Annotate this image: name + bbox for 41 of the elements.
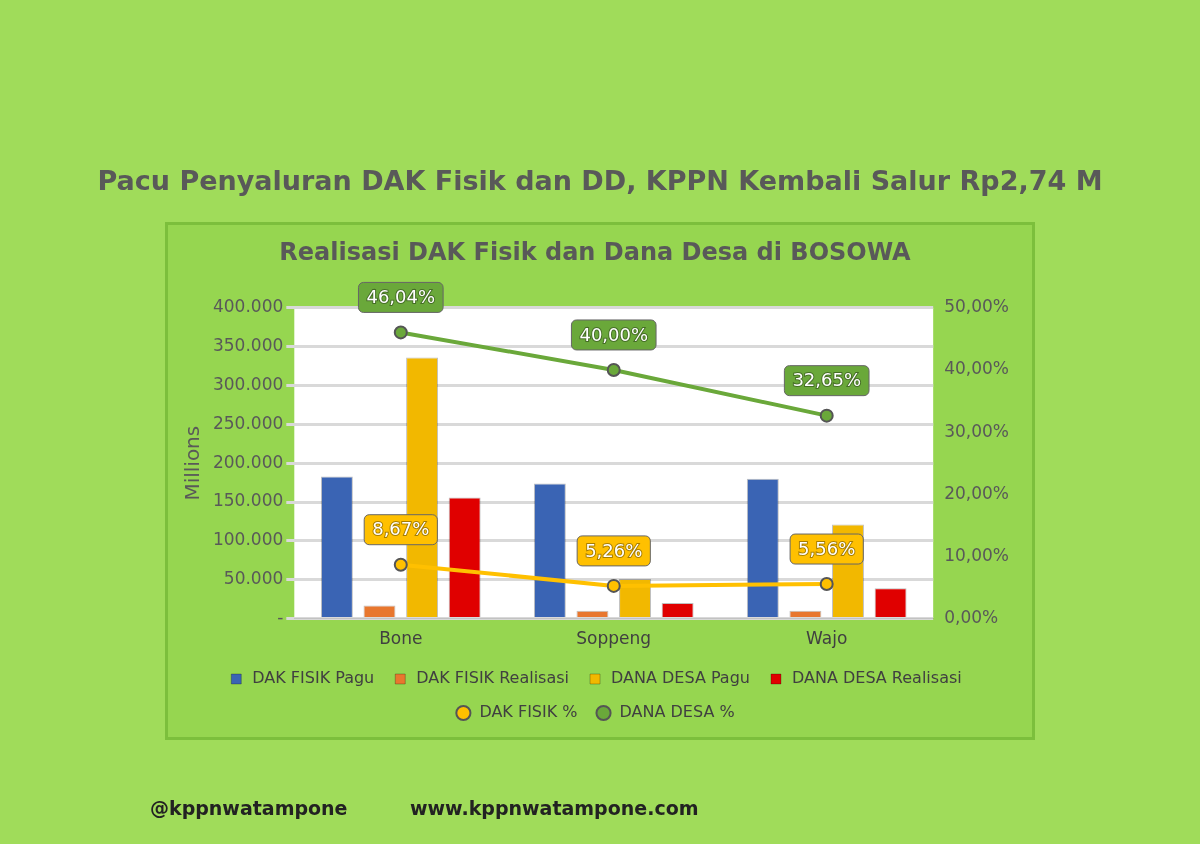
chart-subtitle: Realisasi DAK Fisik dan Dana Desa di BOSOWA bbox=[279, 237, 912, 266]
point bbox=[819, 577, 834, 592]
y2-tick-label: 40,00% bbox=[944, 358, 1010, 379]
text: @kppnwatampone bbox=[150, 797, 348, 819]
data-label: 5,26% bbox=[585, 539, 643, 561]
point bbox=[606, 362, 621, 377]
x-tick-label: Wajo bbox=[806, 628, 848, 649]
y-tick-label: 150.000 bbox=[212, 490, 284, 511]
x-tick-label: Bone bbox=[379, 628, 423, 649]
y-axis-title: Millions bbox=[180, 425, 205, 501]
legend-label: DAK FISIK Realisasi bbox=[416, 668, 570, 688]
y-tick-label: - bbox=[277, 607, 284, 628]
point bbox=[606, 578, 621, 593]
legend-label: DAK FISIK % bbox=[479, 702, 578, 722]
x-tick-label: Soppeng bbox=[576, 628, 652, 649]
y-tick-label: 350.000 bbox=[212, 335, 284, 356]
data-label: 46,04% bbox=[366, 286, 436, 308]
y-tick-label: 250.000 bbox=[212, 412, 284, 433]
y-tick-label: 50.000 bbox=[223, 568, 284, 589]
text: www.kppnwatampone.com bbox=[410, 797, 699, 819]
legend-label: DANA DESA Pagu bbox=[611, 668, 750, 688]
y2-tick-label: 30,00% bbox=[944, 420, 1010, 441]
chart-title: Pacu Penyaluran DAK Fisik dan DD, KPPN Kembali Salur Rp2,74 M bbox=[96, 165, 1104, 196]
y-tick-label: 200.000 bbox=[212, 451, 284, 472]
legend-label: DANA DESA % bbox=[619, 702, 735, 722]
point bbox=[393, 325, 408, 340]
legend-label: DANA DESA Realisasi bbox=[791, 668, 962, 688]
data-label: 8,67% bbox=[372, 518, 430, 540]
y-tick-label: 400.000 bbox=[212, 296, 284, 317]
y2-tick-label: 0,00% bbox=[944, 607, 999, 628]
y2-tick-label: 20,00% bbox=[944, 482, 1010, 503]
data-label: 5,56% bbox=[798, 537, 856, 559]
legend-label: DAK FISIK Pagu bbox=[252, 668, 375, 688]
y2-tick-label: 50,00% bbox=[944, 296, 1010, 317]
data-label: 32,65% bbox=[792, 369, 862, 391]
point bbox=[393, 557, 408, 572]
y-tick-label: 300.000 bbox=[212, 373, 284, 394]
y2-tick-label: 10,00% bbox=[944, 544, 1010, 565]
data-label: 40,00% bbox=[579, 323, 649, 345]
y-tick-label: 100.000 bbox=[212, 529, 284, 550]
point bbox=[819, 408, 834, 423]
